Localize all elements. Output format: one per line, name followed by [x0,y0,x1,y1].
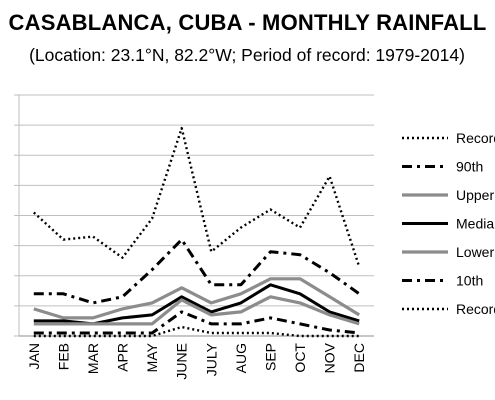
series-line [33,295,360,326]
series-line [33,277,361,320]
chart-title: CASABLANCA, CUBA - MONTHLY RAINFALL [8,10,487,35]
x-tick-label: SEP [262,343,278,371]
x-tick-label: APR [115,343,131,372]
series-lines [32,126,361,338]
legend-label: Median [456,216,495,232]
x-tick-label: JUNE [174,343,190,380]
legend-label: Record [456,301,495,317]
legend-label: Record [456,130,495,146]
x-tick-label: DEC [351,343,367,373]
legend-label: 10th [456,273,483,289]
legend: Record 90th Upper Median Lower 10th Record [402,130,495,317]
series-line [33,310,360,335]
x-axis-labels: JAN FEB MAR APR MAY JUNE JULY AUG SEP OCT NOV DEC [26,342,367,379]
x-tick-label: JAN [26,343,42,369]
legend-label: Upper [456,187,494,203]
chart-subtitle: (Location: 23.1°N, 82.2°W; Period of rec… [29,45,465,65]
legend-label: 90th [456,159,483,175]
legend-label: Lower [456,244,494,260]
x-tick-label: JULY [203,342,219,376]
x-tick-label: NOV [322,342,338,373]
x-tick-label: OCT [292,343,308,373]
gridlines [14,94,374,337]
x-tick-label: FEB [55,343,71,370]
x-tick-label: MAY [144,342,160,372]
x-tick-label: AUG [233,343,249,373]
x-tick-label: MAR [85,343,101,374]
series-line [33,238,361,305]
